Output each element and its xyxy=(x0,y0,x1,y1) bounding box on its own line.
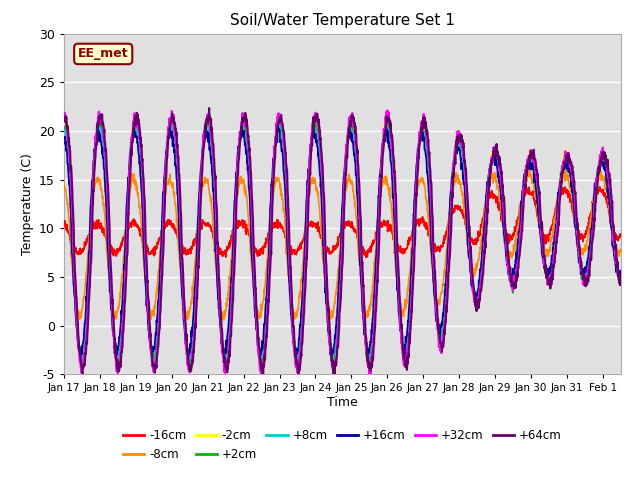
+32cm xyxy=(257,372,265,378)
+2cm xyxy=(601,165,609,170)
-2cm xyxy=(88,183,96,189)
+16cm xyxy=(602,168,609,174)
Line: +16cm: +16cm xyxy=(64,126,621,361)
+8cm xyxy=(602,160,609,166)
+16cm xyxy=(166,123,173,129)
+32cm xyxy=(316,142,324,147)
+2cm xyxy=(602,160,609,166)
Line: -8cm: -8cm xyxy=(64,169,621,320)
+2cm xyxy=(617,269,625,275)
Title: Soil/Water Temperature Set 1: Soil/Water Temperature Set 1 xyxy=(230,13,455,28)
+64cm xyxy=(89,203,97,208)
+32cm xyxy=(88,192,96,198)
-16cm xyxy=(601,193,609,199)
-2cm xyxy=(601,158,609,164)
+64cm xyxy=(499,189,507,194)
-2cm xyxy=(114,369,122,374)
Line: +8cm: +8cm xyxy=(64,124,621,363)
+8cm xyxy=(317,168,324,174)
+8cm xyxy=(60,127,68,133)
Legend: -16cm, -8cm, -2cm, +2cm, +8cm, +16cm, +32cm, +64cm: -16cm, -8cm, -2cm, +2cm, +8cm, +16cm, +3… xyxy=(118,425,566,466)
-8cm xyxy=(617,246,625,252)
-2cm xyxy=(383,111,390,117)
-8cm xyxy=(60,178,68,183)
Y-axis label: Temperature (C): Temperature (C) xyxy=(20,153,33,255)
+64cm xyxy=(60,117,68,122)
+16cm xyxy=(88,180,96,186)
+32cm xyxy=(383,108,391,113)
+2cm xyxy=(332,345,339,351)
+64cm xyxy=(601,155,609,161)
+16cm xyxy=(332,335,339,341)
+2cm xyxy=(114,366,122,372)
X-axis label: Time: Time xyxy=(327,396,358,409)
-16cm xyxy=(88,222,96,228)
+16cm xyxy=(328,358,335,364)
+32cm xyxy=(617,281,625,287)
+16cm xyxy=(316,171,324,177)
-16cm xyxy=(602,191,609,196)
-16cm xyxy=(60,222,68,228)
-16cm xyxy=(499,218,506,224)
-8cm xyxy=(331,297,339,303)
-16cm xyxy=(617,231,625,237)
-2cm xyxy=(602,164,609,170)
+8cm xyxy=(332,339,339,345)
+64cm xyxy=(602,161,609,167)
-8cm xyxy=(220,317,227,323)
+2cm xyxy=(499,210,507,216)
+8cm xyxy=(499,216,507,222)
-16cm xyxy=(362,254,370,260)
+16cm xyxy=(60,134,68,140)
-8cm xyxy=(316,216,324,222)
+8cm xyxy=(129,121,137,127)
+8cm xyxy=(601,158,609,164)
-2cm xyxy=(499,203,507,209)
Line: -16cm: -16cm xyxy=(64,187,621,257)
Line: +32cm: +32cm xyxy=(64,110,621,375)
+64cm xyxy=(317,135,324,141)
Line: -2cm: -2cm xyxy=(64,114,621,372)
+16cm xyxy=(499,223,507,228)
+2cm xyxy=(131,115,138,121)
+32cm xyxy=(601,155,609,160)
+32cm xyxy=(60,112,68,118)
+32cm xyxy=(331,363,339,369)
-16cm xyxy=(316,231,324,237)
Line: +64cm: +64cm xyxy=(64,108,621,376)
-16cm xyxy=(331,243,339,249)
+2cm xyxy=(60,125,68,131)
+2cm xyxy=(88,189,96,194)
+8cm xyxy=(617,270,625,276)
+16cm xyxy=(601,166,609,171)
-16cm xyxy=(595,184,603,190)
-2cm xyxy=(60,121,68,127)
+2cm xyxy=(317,162,324,168)
-2cm xyxy=(617,280,625,286)
Text: EE_met: EE_met xyxy=(78,48,129,60)
+8cm xyxy=(88,182,96,188)
+32cm xyxy=(602,157,609,163)
+64cm xyxy=(205,105,213,111)
+64cm xyxy=(332,362,339,368)
+32cm xyxy=(499,201,507,207)
+64cm xyxy=(617,277,625,283)
-8cm xyxy=(499,221,506,227)
+8cm xyxy=(221,360,229,366)
-8cm xyxy=(526,167,534,172)
-8cm xyxy=(88,197,96,203)
-8cm xyxy=(602,182,609,188)
+64cm xyxy=(79,373,86,379)
-2cm xyxy=(331,361,339,367)
Line: +2cm: +2cm xyxy=(64,118,621,369)
-2cm xyxy=(316,147,324,153)
+16cm xyxy=(617,272,625,277)
-8cm xyxy=(601,187,609,193)
